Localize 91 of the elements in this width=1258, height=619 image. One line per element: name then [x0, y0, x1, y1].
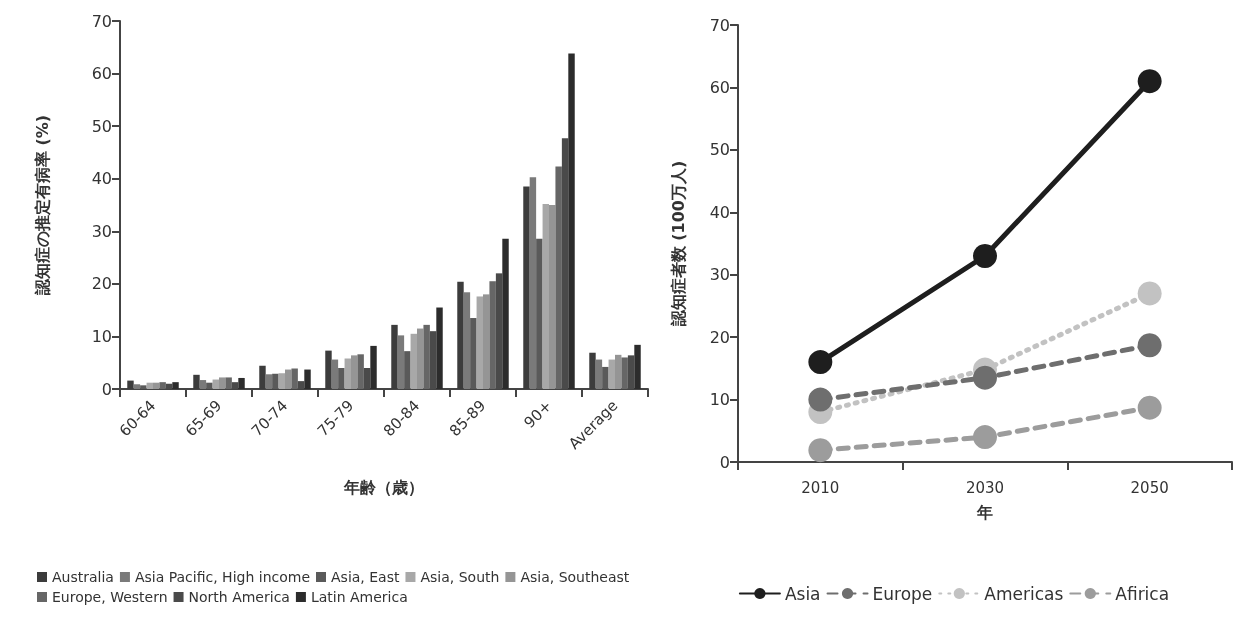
y-tick-label: 0 [719, 452, 730, 472]
legend-label: Australia [52, 569, 114, 585]
bar [595, 359, 603, 389]
bar [225, 377, 232, 389]
y-tick-label: 10 [91, 326, 112, 346]
x-tick-label: 90+ [520, 396, 556, 432]
x-axis-title: 年 [976, 502, 993, 522]
bar [199, 380, 207, 389]
y-tick-label: 40 [709, 202, 730, 222]
bar [344, 358, 351, 389]
bar [502, 238, 509, 389]
bar [436, 307, 443, 389]
bar [417, 328, 424, 389]
bar [602, 366, 609, 389]
x-axis-title: 年齢（歳） [343, 477, 424, 497]
y-tick-label: 0 [101, 379, 112, 399]
point [973, 365, 997, 390]
bar [410, 333, 417, 389]
legend-label: Europe, Western [52, 589, 168, 605]
y-tick-label: 50 [91, 116, 112, 136]
point [973, 425, 997, 450]
bar [555, 166, 562, 389]
bar [278, 373, 285, 389]
y-tick-label: 10 [709, 390, 730, 410]
bar [608, 359, 615, 389]
legend-label: Asia Pacific, High income [134, 569, 311, 585]
point [1137, 395, 1162, 420]
bar [529, 177, 537, 389]
y-tick-label: 50 [709, 140, 730, 160]
bar [470, 318, 477, 389]
bar [357, 354, 364, 389]
bar [159, 382, 166, 389]
bar [542, 203, 549, 389]
bar [476, 296, 483, 389]
bar [304, 369, 311, 389]
bar [206, 382, 213, 389]
point [973, 243, 997, 268]
bar [483, 294, 490, 389]
y-tick-label: 20 [91, 274, 112, 294]
point [1137, 333, 1162, 358]
bar [621, 357, 628, 389]
legend-label: Afirica [1115, 583, 1170, 604]
legend-label: Europe [872, 583, 933, 604]
point [1137, 69, 1162, 94]
point [808, 350, 833, 375]
point [808, 438, 833, 463]
y-tick-label: 60 [709, 77, 730, 97]
bar [338, 367, 345, 389]
bar [397, 335, 405, 389]
legend-label: Asia [784, 583, 821, 604]
bar [265, 374, 273, 389]
y-axis-title: 認知症の推定有病率 (%) [32, 114, 52, 297]
bar [291, 368, 298, 389]
x-tick-label: 2030 [965, 478, 1005, 497]
bar [140, 385, 147, 389]
point [808, 387, 833, 412]
bar [404, 351, 411, 389]
y-tick-label: 30 [709, 265, 730, 285]
bar [489, 281, 496, 389]
x-tick-label: 2050 [1130, 478, 1169, 497]
legend-label: Asia, Southeast [520, 569, 630, 585]
legend-label: Asia, South [420, 569, 500, 585]
bar [423, 324, 430, 389]
y-tick-label: 70 [91, 11, 112, 31]
bar [549, 205, 556, 389]
legend-label: Asia, East [331, 569, 400, 585]
bar [370, 345, 377, 389]
y-tick-label: 20 [709, 327, 730, 347]
bar [331, 359, 339, 389]
bar [238, 377, 245, 389]
x-tick-label: 2010 [801, 478, 840, 497]
bar [351, 355, 358, 389]
y-tick-label: 40 [91, 169, 112, 189]
legend-label: North America [188, 589, 290, 605]
bar [285, 369, 292, 389]
bar [172, 382, 179, 389]
y-tick-label: 60 [91, 64, 112, 84]
y-tick-label: 30 [91, 221, 112, 241]
bar [615, 354, 622, 389]
y-tick-label: 70 [709, 15, 730, 35]
bar [219, 377, 226, 389]
bar [133, 384, 141, 389]
bar [463, 292, 471, 389]
bar [568, 53, 575, 389]
legend-label: Americas [984, 583, 1064, 604]
y-axis-title: 認知症者数 (100万人) [668, 160, 688, 328]
bar [536, 238, 543, 389]
point [1137, 281, 1162, 306]
bar [634, 344, 641, 389]
bar [272, 373, 279, 389]
legend-label: Latin America [310, 589, 408, 605]
